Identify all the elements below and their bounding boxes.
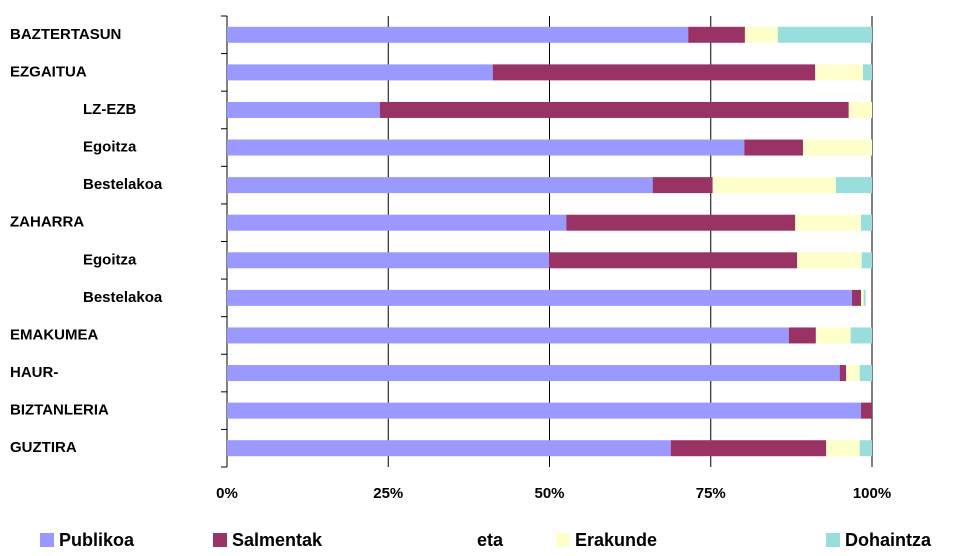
legend-label: Dohaintza — [845, 530, 932, 550]
x-tick-label: 25% — [373, 485, 403, 502]
category-label: BIZTANLERIA — [10, 402, 109, 419]
bar-segment — [227, 26, 689, 43]
legend-label: Salmentak eta — [232, 530, 504, 550]
bar-segment — [859, 440, 872, 457]
bar-segment — [859, 365, 872, 382]
bar-segment — [848, 101, 872, 118]
bar-segment — [861, 289, 864, 306]
bar-segment — [815, 64, 863, 81]
legend-label: Erakunde — [575, 530, 657, 550]
bar-segment — [227, 177, 653, 194]
bar-segment — [379, 101, 849, 118]
legend-swatch — [826, 533, 840, 547]
x-tick-label: 50% — [534, 485, 564, 502]
bar-segment — [492, 64, 816, 81]
bar-segment — [227, 64, 493, 81]
category-label: BAZTERTASUN — [10, 26, 121, 43]
bar-segment — [852, 289, 862, 306]
bar-segment — [227, 365, 840, 382]
legend-swatch — [556, 533, 570, 547]
bar-segment — [227, 101, 380, 118]
x-tick-label: 0% — [216, 485, 238, 502]
bar-segment — [744, 139, 803, 156]
bar-segment — [777, 26, 872, 43]
category-label: Egoitza — [83, 251, 137, 268]
legend-swatch — [213, 533, 227, 547]
category-label: HAUR- — [10, 364, 58, 381]
category-label: EMAKUMEA — [10, 326, 98, 343]
bar-segment — [688, 26, 745, 43]
bar-segment — [861, 214, 872, 231]
bar-segment — [227, 139, 745, 156]
bar-segment — [826, 440, 860, 457]
bar-segment — [861, 402, 872, 419]
bar-segment — [815, 327, 851, 344]
bar-segment — [227, 440, 671, 457]
bar-segment — [652, 177, 713, 194]
category-label: Bestelakoa — [83, 289, 163, 306]
bar-segment — [839, 365, 847, 382]
bar-segment — [862, 64, 872, 81]
bar-segment — [548, 252, 798, 269]
category-label: Egoitza — [83, 139, 137, 156]
bar-segment — [566, 214, 796, 231]
x-tick-label: 100% — [853, 485, 891, 502]
bar-segment — [227, 252, 549, 269]
bar-segment — [795, 214, 862, 231]
x-tick-label: 75% — [696, 485, 726, 502]
legend-label: Publikoa — [59, 530, 135, 550]
category-label: Bestelakoa — [83, 176, 163, 193]
bar-segment — [227, 289, 853, 306]
bar-segment — [227, 327, 789, 344]
bar-segment — [227, 214, 567, 231]
bar-segment — [670, 440, 827, 457]
legend-swatch — [40, 533, 54, 547]
bar-segment — [846, 365, 860, 382]
bar-segment — [788, 327, 816, 344]
bar-segment — [863, 289, 866, 306]
category-label: EZGAITUA — [10, 63, 87, 80]
category-label: GUZTIRA — [10, 439, 77, 456]
bar-segment — [744, 26, 778, 43]
bar-segment — [835, 177, 872, 194]
bar-segment — [861, 252, 872, 269]
bar-segment — [850, 327, 872, 344]
category-label: ZAHARRA — [10, 214, 84, 231]
category-label: LZ-EZB — [83, 101, 136, 118]
bar-segment — [802, 139, 872, 156]
bar-segment — [712, 177, 836, 194]
bar-segment — [797, 252, 862, 269]
bar-segment — [227, 402, 862, 419]
